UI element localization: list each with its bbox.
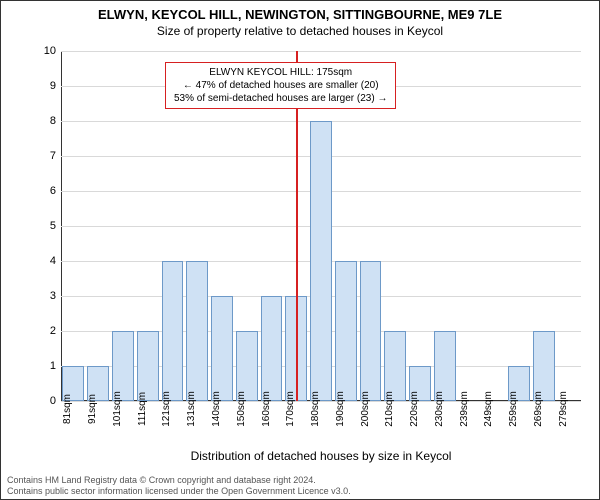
bar-slot: 249sqm bbox=[482, 51, 507, 401]
xtick-label: 140sqm bbox=[211, 391, 222, 427]
bar bbox=[335, 261, 357, 401]
xtick-label: 239sqm bbox=[459, 391, 470, 427]
xtick-label: 131sqm bbox=[186, 391, 197, 427]
bar bbox=[360, 261, 382, 401]
bar bbox=[211, 296, 233, 401]
xtick-label: 210sqm bbox=[384, 391, 395, 427]
xtick-label: 269sqm bbox=[533, 391, 544, 427]
annotation-line: ELWYN KEYCOL HILL: 175sqm bbox=[174, 66, 387, 79]
ytick-label: 2 bbox=[41, 325, 56, 337]
ytick-label: 0 bbox=[41, 395, 56, 407]
annotation-line: ← 47% of detached houses are smaller (20… bbox=[174, 79, 387, 92]
xtick-label: 91sqm bbox=[87, 394, 98, 424]
bar-slot: 239sqm bbox=[457, 51, 482, 401]
chart-area: 012345678910ELWYN KEYCOL HILL: 175sqm← 4… bbox=[61, 51, 581, 401]
ytick-label: 3 bbox=[41, 290, 56, 302]
ytick-label: 4 bbox=[41, 255, 56, 267]
bar-slot: 101sqm bbox=[111, 51, 136, 401]
xtick-label: 259sqm bbox=[508, 391, 519, 427]
xtick-label: 230sqm bbox=[434, 391, 445, 427]
xtick-label: 101sqm bbox=[112, 391, 123, 427]
caption-line-2: Contains public sector information licen… bbox=[7, 486, 351, 497]
ytick-label: 5 bbox=[41, 220, 56, 232]
xtick-label: 180sqm bbox=[310, 391, 321, 427]
bar bbox=[162, 261, 184, 401]
bar bbox=[261, 296, 283, 401]
xtick-label: 200sqm bbox=[360, 391, 371, 427]
bar-slot: 259sqm bbox=[507, 51, 532, 401]
caption-line-1: Contains HM Land Registry data © Crown c… bbox=[7, 475, 351, 486]
bar bbox=[310, 121, 332, 401]
xtick-label: 170sqm bbox=[285, 391, 296, 427]
xtick-label: 279sqm bbox=[558, 391, 569, 427]
bar-slot: 81sqm bbox=[61, 51, 86, 401]
ytick-label: 7 bbox=[41, 150, 56, 162]
bar-slot: 230sqm bbox=[432, 51, 457, 401]
bar-slot: 111sqm bbox=[135, 51, 160, 401]
annotation-box: ELWYN KEYCOL HILL: 175sqm← 47% of detach… bbox=[165, 62, 396, 109]
page-subtitle: Size of property relative to detached ho… bbox=[1, 24, 599, 38]
ytick-label: 8 bbox=[41, 115, 56, 127]
xtick-label: 150sqm bbox=[236, 391, 247, 427]
x-axis-label: Distribution of detached houses by size … bbox=[61, 449, 581, 463]
xtick-label: 220sqm bbox=[409, 391, 420, 427]
bar bbox=[137, 331, 159, 401]
xtick-label: 121sqm bbox=[161, 391, 172, 427]
ytick-label: 10 bbox=[41, 45, 56, 57]
bar bbox=[186, 261, 208, 401]
bar-slot: 269sqm bbox=[532, 51, 557, 401]
annotation-line: 53% of semi-detached houses are larger (… bbox=[174, 92, 387, 105]
xtick-label: 249sqm bbox=[483, 391, 494, 427]
ytick-label: 1 bbox=[41, 360, 56, 372]
xtick-label: 81sqm bbox=[62, 394, 73, 424]
xtick-label: 111sqm bbox=[137, 392, 148, 426]
bar-slot: 91sqm bbox=[86, 51, 111, 401]
ytick-label: 9 bbox=[41, 80, 56, 92]
xtick-label: 190sqm bbox=[335, 391, 346, 427]
page-title: ELWYN, KEYCOL HILL, NEWINGTON, SITTINGBO… bbox=[1, 7, 599, 22]
bar-slot: 279sqm bbox=[556, 51, 581, 401]
caption: Contains HM Land Registry data © Crown c… bbox=[7, 475, 351, 498]
bar-slot: 220sqm bbox=[408, 51, 433, 401]
xtick-label: 160sqm bbox=[261, 391, 272, 427]
ytick-label: 6 bbox=[41, 185, 56, 197]
